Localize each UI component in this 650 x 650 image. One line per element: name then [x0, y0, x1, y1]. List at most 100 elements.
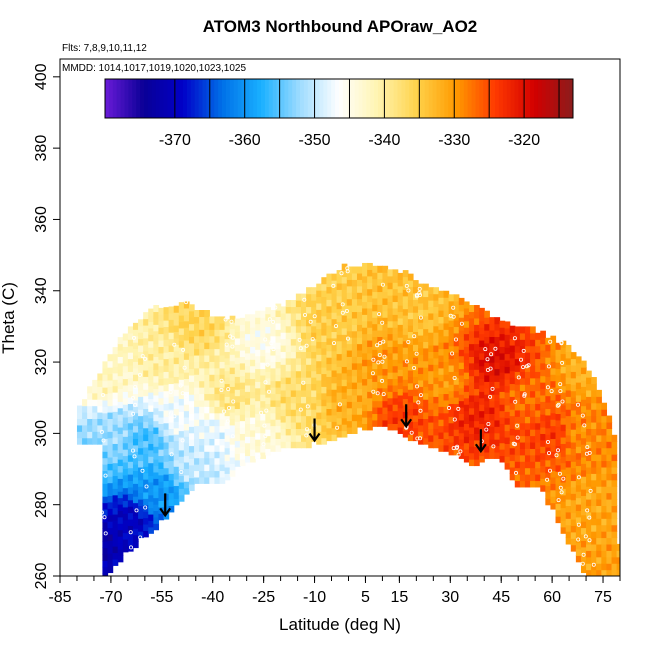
field-cell [601, 492, 608, 500]
field-cell [219, 412, 226, 420]
field-cell [509, 409, 516, 417]
field-cell [504, 327, 511, 335]
field-cell [489, 394, 496, 402]
field-cell [555, 413, 562, 421]
field-cell [616, 556, 620, 564]
field-cell [484, 439, 490, 447]
sample-marker [561, 476, 566, 481]
field-cell [183, 449, 190, 457]
field-cell [453, 422, 460, 430]
field-cell [611, 511, 618, 519]
field-cell [214, 354, 221, 362]
field-cell [143, 511, 149, 519]
field-cell [524, 364, 531, 372]
sample-marker [521, 348, 526, 353]
field-cell [540, 343, 546, 351]
field-cell [122, 333, 129, 341]
colorbar-tick-label: -350 [299, 132, 331, 149]
field-cell [555, 490, 562, 498]
field-cell [433, 364, 440, 372]
field-cell [443, 399, 450, 407]
colorbar-segment [358, 79, 363, 118]
field-cell [586, 550, 592, 558]
field-cell [565, 511, 572, 519]
field-cell [346, 272, 353, 280]
field-cell [275, 329, 282, 337]
field-cell [387, 359, 394, 367]
field-cell [372, 394, 378, 402]
field-cell [468, 446, 475, 454]
field-cell [530, 416, 536, 424]
field-cell [540, 465, 546, 473]
field-cell [387, 423, 394, 431]
field-cell [438, 367, 445, 375]
sample-marker [133, 384, 138, 389]
field-cell [504, 417, 511, 425]
colorbar-tick-label: -340 [368, 132, 400, 149]
sample-marker [406, 339, 411, 344]
field-cell [377, 406, 384, 415]
field-cell [611, 524, 618, 532]
field-cell [468, 407, 475, 415]
field-cell [570, 390, 577, 398]
field-cell [132, 444, 139, 452]
field-cell [524, 371, 531, 379]
field-cell [382, 419, 389, 427]
field-cell [458, 381, 465, 389]
field-cell [504, 430, 511, 438]
field-cell [260, 413, 266, 421]
field-cell [290, 312, 297, 320]
field-cell [448, 352, 455, 360]
field-cell [163, 352, 170, 360]
field-cell [606, 486, 613, 494]
field-cell [540, 420, 546, 428]
field-cell [382, 381, 389, 389]
field-cell [199, 310, 205, 318]
field-cell [402, 340, 409, 348]
field-cell [178, 462, 185, 470]
sample-marker [133, 402, 138, 407]
field-cell [173, 408, 180, 416]
field-cell [148, 359, 154, 367]
field-cell [509, 473, 516, 481]
sample-marker [418, 408, 423, 413]
field-cell [606, 531, 613, 539]
field-cell [367, 282, 373, 290]
field-cell [448, 320, 455, 328]
field-cell [519, 480, 526, 488]
field-cell [463, 449, 470, 457]
field-cell [194, 431, 200, 439]
field-cell [163, 416, 170, 424]
field-cell [407, 318, 414, 326]
field-cell [565, 473, 572, 481]
sample-marker [381, 339, 386, 344]
field-cell [148, 315, 154, 323]
field-cell [438, 406, 445, 414]
colorbar-segment [175, 79, 180, 118]
field-cell [412, 369, 419, 377]
field-cell [117, 471, 124, 479]
field-cell [438, 335, 445, 343]
field-cell [270, 335, 277, 343]
colorbar-segment [284, 79, 289, 118]
field-cell [270, 425, 277, 433]
field-cell [351, 266, 358, 274]
field-cell [504, 321, 511, 329]
sample-marker [576, 475, 581, 480]
field-cell [97, 411, 104, 420]
field-cell [326, 376, 333, 384]
field-cell [158, 487, 165, 495]
field-cell [474, 324, 480, 332]
field-cell [316, 379, 322, 387]
field-cell [275, 322, 282, 330]
field-cell [474, 459, 480, 467]
field-cell [484, 362, 490, 370]
field-cell [143, 485, 149, 493]
field-cell [377, 297, 384, 305]
field-cell [107, 476, 114, 484]
field-cell [438, 393, 445, 401]
field-cell [540, 414, 546, 422]
field-cell [448, 300, 455, 308]
field-cell [586, 434, 592, 442]
